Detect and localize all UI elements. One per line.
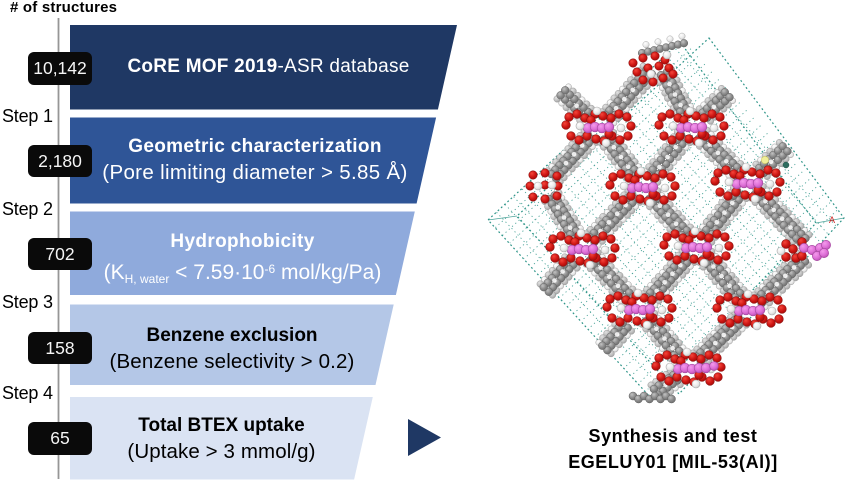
svg-text:A: A	[829, 215, 835, 225]
